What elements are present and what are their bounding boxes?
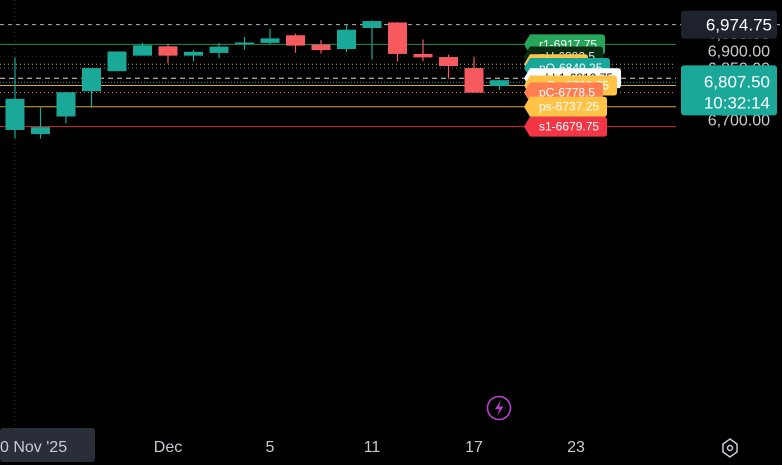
price-tick-label: 6,900.00: [708, 43, 770, 60]
candle-body: [260, 38, 280, 43]
settings-icon[interactable]: [722, 438, 738, 458]
candle[interactable]: [209, 42, 229, 59]
dashed-price-box: [681, 10, 777, 39]
lightning-icon[interactable]: [486, 395, 512, 421]
level-label[interactable]: s1-6679.75: [524, 116, 607, 137]
candle-body: [286, 35, 305, 46]
candle-body: [56, 92, 76, 117]
candle-body: [362, 21, 382, 28]
level-text: s1-6679.75: [539, 120, 599, 134]
candle-body: [413, 53, 433, 58]
candle[interactable]: [362, 20, 382, 60]
candle[interactable]: [337, 24, 356, 53]
candle[interactable]: [413, 39, 433, 62]
candle[interactable]: [184, 50, 203, 62]
candle[interactable]: [107, 51, 127, 72]
date-tick-label: 11: [364, 439, 381, 456]
candle[interactable]: [5, 57, 25, 139]
last-price-box: [681, 65, 777, 116]
price-axis: 7,000.006,950.006,900.006,850.006,750.00…: [681, 9, 777, 130]
date-tick-label: 17: [465, 439, 483, 456]
candle-body: [31, 127, 50, 135]
candle[interactable]: [133, 42, 152, 56]
level-text: pC-6778.5: [539, 85, 595, 99]
candles: [5, 20, 509, 139]
candle[interactable]: [311, 40, 331, 54]
date-highlight-box: [0, 428, 95, 462]
dashed-price-marker: 6,974.75: [681, 10, 777, 39]
time-axis: 0 Nov '25 Dec 5 11 17 23: [0, 428, 585, 462]
candle[interactable]: [388, 22, 407, 62]
candle-body: [133, 45, 152, 56]
candle-body: [337, 29, 356, 50]
candle[interactable]: [464, 56, 484, 93]
date-tick-label: 0 Nov '25: [0, 439, 67, 456]
date-tick-label: 5: [266, 439, 275, 456]
level-label[interactable]: ps-6737.25: [524, 96, 607, 117]
countdown-label: 10:32:14: [704, 93, 770, 112]
candle-body: [184, 51, 203, 56]
last-price-marker: 6,807.50 10:32:14: [681, 65, 777, 116]
candle[interactable]: [158, 43, 178, 64]
candle[interactable]: [439, 54, 458, 79]
candle[interactable]: [490, 79, 509, 91]
price-tick-label: 6,700.00: [708, 113, 770, 130]
candle[interactable]: [260, 28, 280, 45]
candle-body: [439, 57, 458, 67]
level-tag: [524, 96, 607, 117]
candle-body: [5, 98, 25, 130]
candle-body: [311, 44, 331, 51]
dashed-price-label: 6,974.75: [706, 16, 772, 35]
candle-body: [209, 46, 229, 53]
candle-body: [464, 68, 484, 93]
candle[interactable]: [56, 92, 76, 124]
candle[interactable]: [82, 68, 101, 108]
candle-body: [82, 68, 101, 92]
candle-body: [388, 22, 407, 54]
candle[interactable]: [286, 33, 305, 53]
candle-body: [107, 51, 127, 72]
candle[interactable]: [31, 107, 50, 139]
candle-body: [235, 42, 254, 45]
date-tick-label: Dec: [154, 439, 182, 456]
level-tag: [524, 116, 607, 137]
candle-body: [158, 46, 178, 56]
last-price-label: 6,807.50: [704, 72, 770, 91]
level-text: ps-6737.25: [539, 100, 599, 114]
candle-body: [490, 80, 509, 87]
level-labels: r1-6917.75pH-6882.5pr-6860pO-6849.25ubb1…: [524, 34, 621, 137]
candle[interactable]: [235, 36, 254, 50]
date-tick-label: 23: [567, 439, 585, 456]
